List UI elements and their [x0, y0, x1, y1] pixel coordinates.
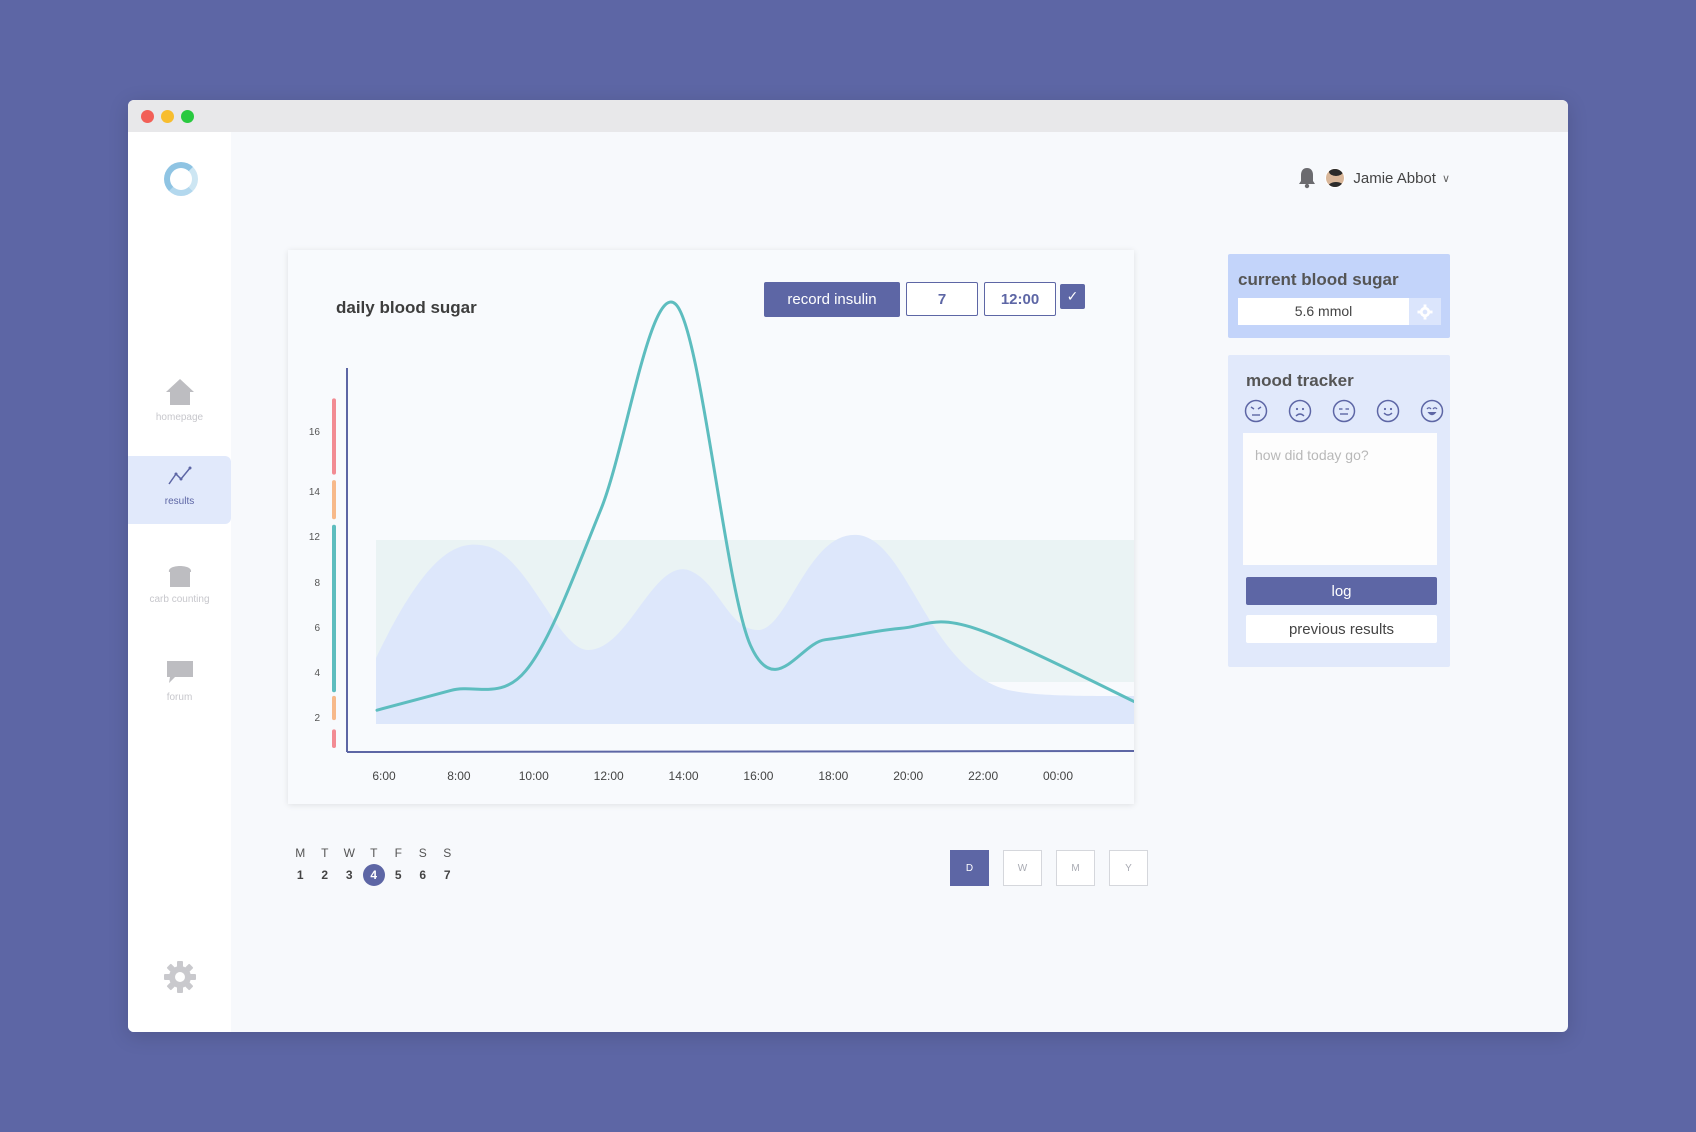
range-button-y[interactable]: Y	[1109, 850, 1148, 886]
angry-face-icon[interactable]	[1244, 399, 1268, 423]
x-tick-label: 10:00	[519, 769, 549, 783]
previous-results-button[interactable]: previous results	[1246, 615, 1437, 643]
range-button-m[interactable]: M	[1056, 850, 1095, 886]
chevron-down-icon[interactable]: ∨	[1441, 172, 1450, 185]
y-tick-label: 12	[309, 532, 321, 543]
x-tick-label: 20:00	[893, 769, 923, 783]
y-tick-label: 6	[314, 623, 320, 634]
y-tick-label: 16	[309, 427, 321, 438]
week-date-3[interactable]: 3	[345, 868, 353, 882]
smile-face-icon[interactable]	[1376, 399, 1400, 423]
title-bar	[128, 100, 1568, 132]
x-tick-label: 14:00	[669, 769, 699, 783]
x-axis-line	[346, 750, 1134, 753]
y-tick-label: 2	[314, 713, 320, 724]
range-button-w[interactable]: W	[1003, 850, 1042, 886]
mood-tracker-title: mood tracker	[1246, 371, 1354, 390]
sidebar-item-forum[interactable]: forum	[128, 652, 231, 720]
current-blood-sugar-title: current blood sugar	[1238, 270, 1399, 289]
x-tick-label: 8:00	[447, 769, 471, 783]
chart-title: daily blood sugar	[336, 298, 477, 317]
maximize-window-button[interactable]	[181, 110, 194, 123]
sidebar-item-label: homepage	[155, 412, 204, 423]
sidebar-item-label: forum	[166, 692, 193, 703]
range-indicator-band-3	[332, 480, 336, 520]
x-tick-label: 00:00	[1043, 769, 1073, 783]
user-menu[interactable]: Jamie Abbot ∨	[1297, 166, 1450, 190]
app-window: homepage results carb counting forum	[128, 100, 1568, 1032]
weekday-label: S	[443, 846, 452, 860]
week-date-4[interactable]: 4	[362, 864, 387, 886]
sidebar-item-carb-counting[interactable]: carb counting	[128, 554, 231, 622]
weekday-label: T	[321, 846, 329, 860]
blood-sugar-settings-button[interactable]	[1409, 298, 1441, 325]
record-insulin-button[interactable]: record insulin	[764, 282, 900, 317]
week-date-6[interactable]: 6	[419, 868, 427, 882]
current-blood-sugar-card: current blood sugar 5.6 mmol	[1228, 254, 1450, 338]
app-logo-icon[interactable]	[164, 162, 198, 196]
sidebar-item-homepage[interactable]: homepage	[128, 372, 231, 440]
weekday-label: M	[295, 846, 306, 860]
bread-icon	[163, 558, 197, 590]
log-button[interactable]: log	[1246, 577, 1437, 605]
happy-face-icon[interactable]	[1420, 399, 1444, 423]
weekday-label: S	[418, 846, 427, 860]
checkmark-icon: ✓	[1066, 288, 1079, 304]
settings-gear-icon[interactable]	[163, 960, 197, 994]
chat-bubble-icon	[163, 656, 197, 688]
insulin-time-input[interactable]	[984, 282, 1056, 316]
mood-tracker-card: mood tracker log previous results	[1228, 355, 1450, 667]
neutral-face-icon[interactable]	[1332, 399, 1356, 423]
weekday-label: W	[343, 846, 355, 860]
y-tick-label: 14	[309, 487, 321, 498]
range-indicator-band-0	[332, 729, 336, 748]
sidebar-item-label: carb counting	[149, 594, 210, 605]
x-tick-label: 18:00	[818, 769, 848, 783]
average-range-area	[376, 534, 1134, 724]
current-blood-sugar-value: 5.6 mmol	[1238, 298, 1409, 325]
x-tick-label: 22:00	[968, 769, 998, 783]
series-line-blood-sugar	[375, 300, 1134, 712]
y-tick-label: 4	[314, 668, 320, 679]
sidebar: homepage results carb counting forum	[128, 132, 231, 1032]
week-date-5[interactable]: 5	[394, 868, 402, 882]
minimize-window-button[interactable]	[161, 110, 174, 123]
home-icon	[163, 376, 197, 408]
daily-blood-sugar-card: daily blood sugar record insulin ✓ 2 4 6 8 1…	[288, 250, 1134, 804]
blood-sugar-chart: 2 4 6 8 12 14 16 6:00 8:00 10:00 12:00 14:00 16:00 1…	[309, 300, 1134, 783]
week-date-1[interactable]: 1	[296, 868, 304, 882]
x-tick-label: 12:00	[594, 769, 624, 783]
range-indicator-band-2	[332, 524, 336, 693]
confirm-button[interactable]: ✓	[1060, 284, 1085, 309]
avatar[interactable]	[1325, 168, 1346, 188]
gear-icon	[1417, 303, 1433, 320]
range-indicator-band-4	[332, 398, 336, 475]
mood-note-input[interactable]	[1243, 433, 1437, 565]
notification-bell-icon[interactable]	[1297, 167, 1317, 189]
weekday-label: F	[394, 846, 402, 860]
x-tick-label: 6:00	[372, 769, 396, 783]
sidebar-item-label: results	[164, 496, 195, 507]
sidebar-item-results[interactable]: results	[128, 456, 231, 524]
y-tick-label: 8	[314, 578, 320, 589]
user-name[interactable]: Jamie Abbot	[1353, 169, 1436, 187]
range-indicator-band-1	[332, 695, 336, 721]
chart-line-icon	[163, 460, 197, 492]
range-button-d[interactable]: D	[950, 850, 989, 886]
week-date-7[interactable]: 7	[443, 868, 451, 882]
week-date-2[interactable]: 2	[321, 868, 329, 882]
mood-faces	[1244, 399, 1444, 423]
sad-face-icon[interactable]	[1288, 399, 1312, 423]
weekday-label: T	[370, 846, 378, 860]
close-window-button[interactable]	[141, 110, 154, 123]
insulin-units-input[interactable]	[906, 282, 978, 316]
x-tick-label: 16:00	[743, 769, 773, 783]
